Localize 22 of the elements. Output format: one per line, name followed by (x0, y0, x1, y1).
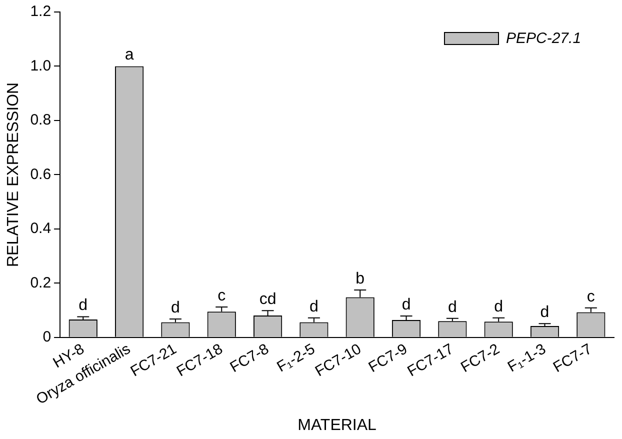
legend-label: PEPC-27.1 (506, 30, 582, 48)
x-axis-title: MATERIAL (298, 416, 377, 434)
y-tick-label: 0.4 (30, 220, 52, 238)
y-tick-label: 0.2 (30, 274, 52, 292)
annotation: d (309, 298, 318, 316)
annotation: a (124, 46, 134, 64)
y-tick-label: 1.2 (30, 3, 52, 20)
annotation: d (540, 304, 550, 321)
annotation: d (494, 298, 504, 316)
annotation: d (171, 299, 180, 316)
annotation: cd (259, 290, 276, 308)
annotation: d (402, 296, 411, 314)
annotation: c (586, 288, 595, 306)
annotation: c (218, 287, 226, 304)
y-tick-label: 0 (42, 328, 52, 346)
annotation: d (448, 298, 457, 316)
y-axis-title: RELATIVE EXPRESSION (5, 82, 22, 268)
annotation: d (78, 297, 88, 314)
y-tick-label: 0.8 (30, 112, 52, 129)
annotation: b (356, 270, 365, 288)
y-tick-label: 0.6 (30, 166, 52, 183)
y-tick-label: 1.0 (30, 57, 52, 74)
